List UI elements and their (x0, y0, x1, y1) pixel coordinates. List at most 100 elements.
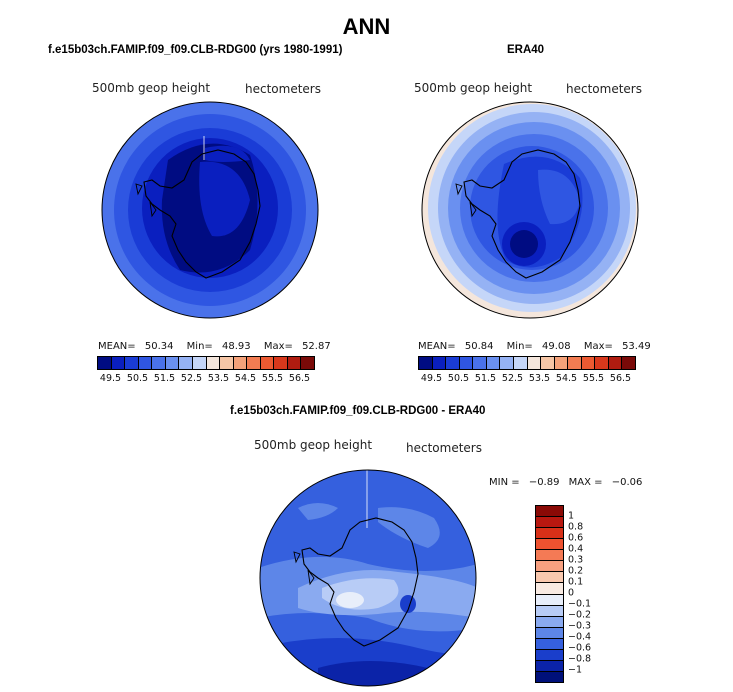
right-colorbar-tick-label: 53.5 (528, 373, 551, 384)
diff-colorbar-box (536, 528, 563, 540)
diff-antarctica-coast (301, 517, 419, 647)
right-colorbar-tick-label: 56.5 (609, 373, 632, 384)
right-colorbar-box (581, 357, 596, 369)
right-colorbar-box (622, 357, 635, 369)
diff-colorbar-tick-label: −0.8 (568, 653, 592, 665)
right-colorbar-tick-label: 52.5 (501, 373, 524, 384)
diff-colorbar-tick-label: 0.8 (568, 521, 584, 533)
diff-units-label: hectometers (406, 441, 482, 455)
left-colorbar (97, 356, 315, 370)
right-colorbar-box (459, 357, 474, 369)
diff-colorbar (535, 505, 564, 683)
right-field-label: 500mb geop height (414, 81, 533, 95)
right-panel-title: ERA40 (507, 44, 545, 56)
right-colorbar-tick-label: 50.5 (447, 373, 470, 384)
diff-colorbar-tick-label: 0.4 (568, 543, 584, 555)
left-colorbar-tick-label: 52.5 (180, 373, 203, 384)
left-colorbar-tick-label: 50.5 (126, 373, 149, 384)
diff-colorbar-tick-label: 0.3 (568, 554, 584, 566)
right-max-label: Max= (583, 341, 613, 352)
left-colorbar-ticks: 49.5 50.5 51.5 52.5 53.5 54.5 55.5 56.5 (97, 373, 313, 387)
left-polar-map (101, 101, 319, 319)
left-colorbar-box (165, 357, 180, 369)
left-colorbar-box (125, 357, 139, 369)
diff-max-label: MAX = (568, 477, 603, 488)
left-colorbar-box (287, 357, 302, 369)
left-field-label: 500mb geop height (92, 81, 211, 95)
left-colorbar-box (220, 357, 234, 369)
right-colorbar-tick-label: 51.5 (474, 373, 497, 384)
right-colorbar-box (513, 357, 528, 369)
left-stats: MEAN= 50.34 Min= 48.93 Max= 52.87 (98, 341, 331, 352)
right-min-label: Min= (506, 341, 533, 352)
right-colorbar-ticks: 49.5 50.5 51.5 52.5 53.5 54.5 55.5 56.5 (418, 373, 634, 387)
left-panel-title: f.e15b03ch.FAMIP.f09_f09.CLB-RDG00 (yrs … (48, 44, 343, 56)
right-mean-label: MEAN= (418, 341, 456, 352)
left-colorbar-tick-label: 51.5 (153, 373, 176, 384)
right-colorbar-box (595, 357, 609, 369)
diff-colorbar-box (536, 671, 563, 682)
left-colorbar-box (152, 357, 166, 369)
left-mean-label: MEAN= (98, 341, 136, 352)
diff-colorbar-tick-label: −0.4 (568, 631, 592, 643)
right-polar-map (421, 101, 639, 319)
diff-colorbar-tick-label: −0.6 (568, 642, 592, 654)
diff-colorbar-box (536, 605, 563, 617)
right-colorbar-box (419, 357, 433, 369)
right-colorbar-tick-label: 54.5 (555, 373, 578, 384)
diff-panel-title: f.e15b03ch.FAMIP.f09_f09.CLB-RDG00 - ERA… (230, 405, 486, 417)
left-colorbar-tick-label: 49.5 (99, 373, 122, 384)
right-colorbar-box (486, 357, 501, 369)
diff-colorbar-tick-label: −0.3 (568, 620, 592, 632)
diff-colorbar-box (536, 506, 563, 518)
left-min-value: 48.93 (221, 341, 251, 352)
left-max-value: 52.87 (302, 341, 331, 352)
left-antarctica-coast (143, 149, 261, 279)
left-colorbar-box (274, 357, 288, 369)
diff-colorbar-tick-label: −0.1 (568, 598, 592, 610)
diff-colorbar-ticks: 1 0.8 0.6 0.4 0.3 0.2 0.1 0 −0.1 −0.2 −0.3 −0.4 −0.6… (568, 505, 608, 681)
right-max-value: 53.49 (622, 341, 651, 352)
left-colorbar-box (247, 357, 261, 369)
diff-colorbar-box (536, 660, 563, 672)
right-colorbar-box (527, 357, 542, 369)
diff-field-label: 500mb geop height (254, 438, 373, 452)
diff-polar-map (259, 469, 477, 687)
diff-min-value: −0.89 (528, 477, 560, 488)
diff-colorbar-box (536, 649, 563, 661)
diff-min-label: MIN = (489, 477, 520, 488)
right-colorbar-box (554, 357, 569, 369)
diff-colorbar-box (536, 572, 563, 584)
left-colorbar-tick-label: 53.5 (207, 373, 230, 384)
right-antarctica-coast (463, 149, 581, 279)
diff-colorbar-box (536, 616, 563, 628)
left-colorbar-box (98, 357, 112, 369)
left-colorbar-box (111, 357, 126, 369)
diff-colorbar-box (536, 594, 563, 606)
right-colorbar-tick-label: 55.5 (582, 373, 605, 384)
right-colorbar-tick-label: 49.5 (420, 373, 443, 384)
left-colorbar-box (206, 357, 221, 369)
diff-minmax: MIN = −0.89 MAX = −0.06 (489, 477, 642, 488)
right-colorbar (418, 356, 636, 370)
left-colorbar-box (179, 357, 193, 369)
diff-colorbar-tick-label: 0.2 (568, 565, 584, 577)
left-colorbar-box (233, 357, 248, 369)
right-colorbar-box (432, 357, 447, 369)
left-min-label: Min= (186, 341, 213, 352)
diff-colorbar-box (536, 627, 563, 639)
right-stats: MEAN= 50.84 Min= 49.08 Max= 53.49 (418, 341, 651, 352)
diff-colorbar-tick-label: 0.1 (568, 576, 584, 588)
diff-colorbar-box (536, 638, 563, 650)
diff-colorbar-box (536, 550, 563, 562)
left-mean-value: 50.34 (144, 341, 174, 352)
diff-colorbar-box (536, 539, 563, 551)
diff-colorbar-tick-label: −1 (568, 664, 583, 676)
left-colorbar-box (260, 357, 275, 369)
left-colorbar-tick-label: 56.5 (288, 373, 311, 384)
diff-colorbar-tick-label: 0 (568, 587, 575, 599)
diff-colorbar-box (536, 583, 563, 595)
right-colorbar-box (608, 357, 623, 369)
left-max-label: Max= (263, 341, 293, 352)
right-units-label: hectometers (566, 82, 642, 96)
